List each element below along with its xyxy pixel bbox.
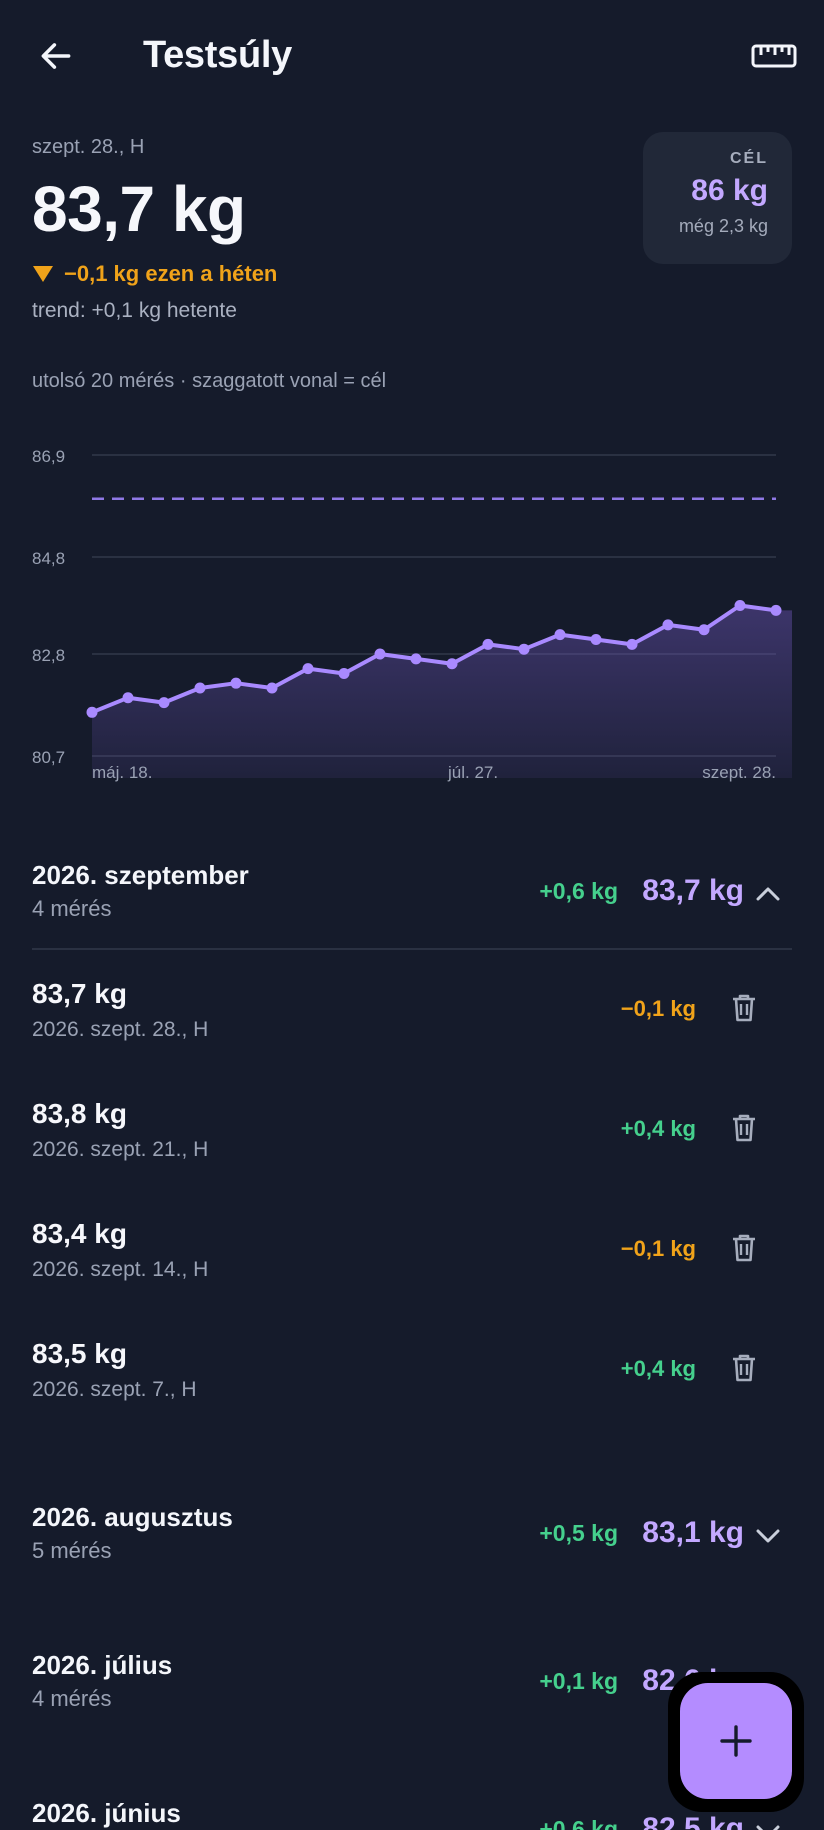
month-header-september[interactable]: 2026. szeptember 4 mérés +0,6 kg 83,7 kg [0,860,824,960]
data-point [266,682,278,694]
x-tick-label: máj. 18. [92,763,152,782]
chevron-down-icon [752,1520,784,1552]
goal-card[interactable]: CÉL 86 kg még 2,3 kg [643,132,792,264]
entry-delta: −0,1 kg [620,1236,696,1261]
entry-delta: −0,1 kg [620,996,696,1021]
entry-weight: 83,7 kg [32,978,127,1009]
x-tick-label: szept. 28. [702,763,776,782]
data-point [734,600,746,611]
entry-weight: 83,8 kg [32,1098,127,1129]
weekly-change-text: −0,1 kg ezen a héten [64,261,278,286]
month-average: 83,1 kg [642,1516,744,1549]
arrow-left-icon [41,43,71,69]
list-item: 83,8 kg 2026. szept. 21., H +0,4 kg [0,1098,824,1188]
data-point [374,648,386,660]
month-delta: +0,5 kg [539,1520,618,1546]
page-title: Testsúly [143,34,292,76]
data-point [446,658,458,670]
data-point [554,629,566,641]
y-tick-label: 80,7 [32,748,65,767]
data-point [518,643,530,655]
summary-section: szept. 28., H 83,7 kg −0,1 kg ezen a hét… [32,136,632,323]
month-count: 4 mérés [32,896,112,921]
chevron-up-icon [752,878,784,910]
chevron-down-icon [752,1816,784,1830]
month-title: 2026. szeptember [32,860,249,890]
entry-delta: +0,4 kg [620,1356,696,1381]
month-title: 2026. június [32,1798,181,1828]
ruler-icon [751,44,797,68]
add-measurement-button[interactable] [680,1683,792,1799]
data-point [662,619,674,631]
data-point [338,667,350,679]
month-header-august[interactable]: 2026. augusztus 5 mérés +0,5 kg 83,1 kg [0,1502,824,1602]
data-point [626,638,638,650]
data-point [302,663,314,675]
y-tick-label: 86,9 [32,447,65,466]
weight-chart: 86,9 84,8 82,8 80,7 máj. 18. júl. 27. szept. 2… [32,447,792,782]
month-average: 82,5 kg [642,1812,744,1830]
data-point [230,677,242,689]
month-delta: +0,6 kg [539,1816,618,1830]
data-point [698,624,710,636]
entry-weight: 83,5 kg [32,1338,127,1369]
y-tick-label: 82,8 [32,646,65,665]
entry-date: 2026. szept. 14., H [32,1258,209,1281]
data-point [770,604,782,616]
month-average: 83,7 kg [642,874,744,907]
unit-settings-button[interactable] [748,32,800,80]
month-delta: +0,6 kg [539,878,618,904]
x-tick-label: júl. 27. [447,763,498,782]
top-app-bar: Testsúly [0,0,824,112]
trash-icon[interactable] [728,988,760,1028]
list-item: 83,5 kg 2026. szept. 7., H +0,4 kg [0,1338,824,1428]
list-item: 83,4 kg 2026. szept. 14., H −0,1 kg [0,1218,824,1308]
latest-date: szept. 28., H [32,136,145,158]
chart-area [92,605,792,778]
weekly-change: −0,1 kg ezen a héten [32,261,632,287]
data-point [86,706,98,718]
month-title: 2026. július [32,1650,173,1680]
list-item: 83,7 kg 2026. szept. 28., H −0,1 kg [0,978,824,1068]
month-header-june[interactable]: 2026. június +0,6 kg 82,5 kg [0,1798,824,1830]
data-point [158,697,170,709]
entry-date: 2026. szept. 21., H [32,1138,209,1161]
entry-weight: 83,4 kg [32,1218,127,1249]
month-count: 4 mérés [32,1686,112,1711]
goal-remaining: még 2,3 kg [678,216,768,236]
data-point [122,692,134,704]
trash-icon[interactable] [728,1108,760,1148]
chart-caption: utolsó 20 mérés · szaggatott vonal = cél [32,370,387,392]
data-point [482,638,494,650]
month-delta: +0,1 kg [539,1668,618,1694]
data-point [590,633,602,645]
goal-label: CÉL [730,150,768,167]
trash-icon[interactable] [728,1348,760,1388]
entry-date: 2026. szept. 28., H [32,1018,209,1041]
current-weight: 83,7 kg [32,173,246,245]
series-line [91,603,777,715]
trend-text: trend: +0,1 kg hetente [32,299,237,322]
month-count: 5 mérés [32,1538,112,1563]
y-tick-label: 84,8 [32,549,65,568]
triangle-down-icon [33,266,53,282]
goal-value: 86 kg [691,174,768,207]
trash-icon[interactable] [728,1228,760,1268]
entry-delta: +0,4 kg [620,1116,696,1141]
divider [32,948,792,950]
entry-date: 2026. szept. 7., H [32,1378,197,1401]
month-title: 2026. augusztus [32,1502,233,1532]
data-point [410,653,422,665]
back-button[interactable] [32,32,80,80]
data-point [194,682,206,694]
plus-icon [720,1725,752,1757]
